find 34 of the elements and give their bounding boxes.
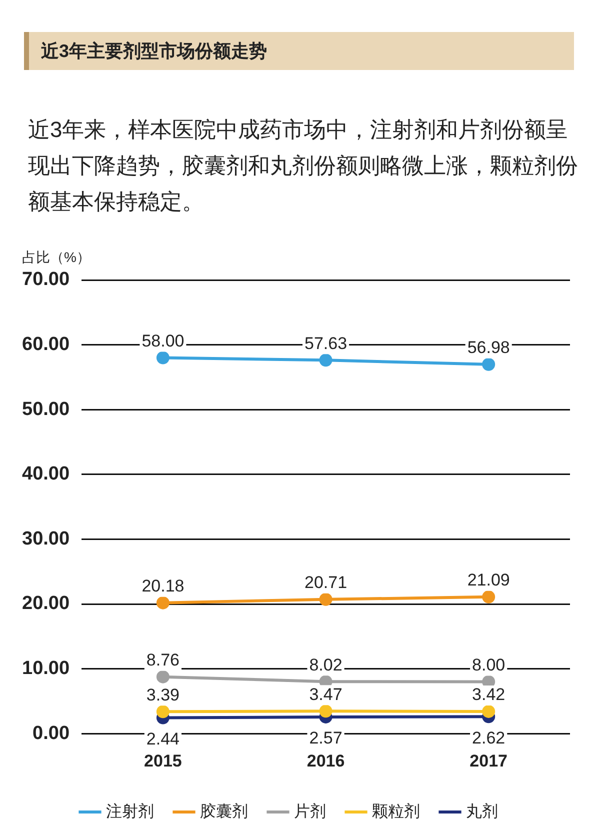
x-tick-label: 2017 bbox=[470, 751, 508, 770]
data-label: 20.18 bbox=[142, 576, 184, 596]
y-tick-label: 20.00 bbox=[22, 593, 70, 614]
data-label: 21.09 bbox=[467, 570, 510, 590]
y-tick-label: 40.00 bbox=[22, 464, 70, 485]
x-tick-label: 2015 bbox=[144, 751, 182, 770]
data-label: 20.71 bbox=[304, 573, 348, 592]
y-tick-label: 70.00 bbox=[22, 269, 70, 290]
y-tick-label: 10.00 bbox=[22, 658, 70, 680]
y-tick-label: 0.00 bbox=[32, 722, 70, 744]
y-axis-title: 占比（%） bbox=[22, 248, 90, 265]
y-tick-label: 50.00 bbox=[22, 398, 70, 420]
data-label: 3.39 bbox=[146, 685, 180, 704]
y-tick-label: 30.00 bbox=[22, 528, 70, 550]
data-label: 8.76 bbox=[146, 650, 180, 670]
legend-label: 颗粒剂 bbox=[372, 802, 420, 820]
data-label: 3.47 bbox=[309, 684, 342, 704]
data-label: 2.44 bbox=[146, 729, 180, 748]
legend-label: 片剂 bbox=[294, 802, 326, 820]
data-label: 8.00 bbox=[472, 655, 506, 674]
x-tick-label: 2016 bbox=[306, 751, 345, 770]
chart-title: 近3年主要剂型市场份额走势 bbox=[24, 32, 574, 70]
legend-label: 注射剂 bbox=[106, 802, 154, 820]
data-label: 2.57 bbox=[309, 728, 342, 748]
legend-label: 胶囊剂 bbox=[200, 802, 248, 820]
data-label: 58.00 bbox=[142, 331, 184, 350]
data-label: 8.02 bbox=[309, 655, 342, 674]
y-tick-label: 60.00 bbox=[22, 334, 70, 356]
data-label: 56.98 bbox=[467, 338, 510, 358]
data-label: 2.62 bbox=[472, 728, 506, 748]
chart-subtitle: 近3年来，样本医院中成药市场中，注射剂和片剂份额呈现出下降趋势，胶囊剂和丸剂份额则略微上涨，颗粒剂份额基本保持稳定。 bbox=[28, 116, 579, 216]
data-label: 57.63 bbox=[304, 334, 348, 353]
data-label: 3.42 bbox=[472, 685, 506, 704]
legend-label: 丸剂 bbox=[466, 802, 498, 820]
